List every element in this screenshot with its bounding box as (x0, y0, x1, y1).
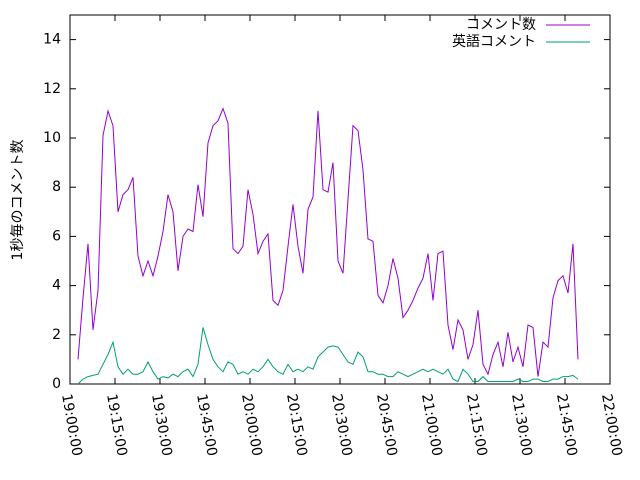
y-tick-label: 14 (43, 32, 61, 48)
y-tick-label: 10 (43, 130, 61, 146)
x-tick-label: 19:00:00 (58, 393, 85, 458)
legend-label: コメント数 (466, 17, 536, 33)
x-tick-label: 22:00:00 (598, 393, 625, 458)
x-tick-label: 21:30:00 (508, 393, 535, 458)
x-tick-label: 21:15:00 (463, 393, 490, 458)
plot-border (69, 14, 611, 385)
y-tick-label: 6 (52, 228, 61, 244)
x-tick-label: 20:45:00 (373, 393, 400, 458)
x-tick-label: 19:30:00 (148, 393, 175, 458)
x-tick-label: 21:00:00 (418, 393, 445, 458)
x-tick-label: 21:45:00 (553, 393, 580, 458)
x-tick-label: 20:15:00 (283, 393, 310, 458)
legend-label: 英語コメント (452, 33, 536, 50)
line (77, 327, 579, 385)
y-tick-label: 8 (52, 179, 61, 195)
y-tick-label: 4 (52, 278, 61, 294)
y-tick-label: 2 (52, 327, 61, 343)
y-tick-label: 0 (52, 376, 61, 392)
y-axis-label: 1秒毎のコメント数 (10, 140, 26, 261)
x-tick-label: 19:15:00 (103, 393, 130, 458)
x-tick-label: 20:30:00 (328, 393, 355, 458)
x-tick-label: 20:00:00 (238, 393, 265, 458)
y-tick-label: 12 (43, 81, 61, 97)
x-tick-label: 19:45:00 (193, 393, 220, 458)
line (77, 107, 579, 377)
